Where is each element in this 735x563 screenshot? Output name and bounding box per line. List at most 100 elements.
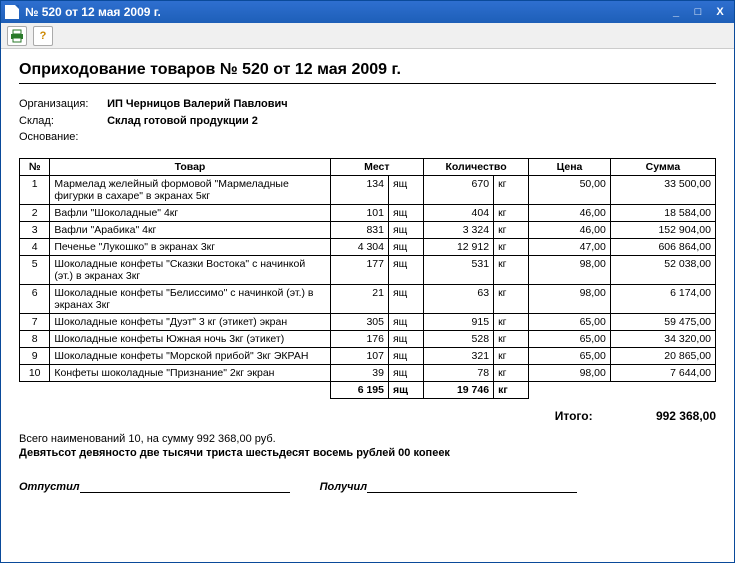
- cell-name: Шоколадные конфеты "Сказки Востока" с на…: [50, 255, 330, 284]
- received-block: Получил: [320, 481, 577, 493]
- col-qty: Количество: [424, 158, 529, 175]
- cell-qty: 915: [424, 313, 494, 330]
- cell-qty: 528: [424, 330, 494, 347]
- table-row: 4Печенье "Лукошко" в экранах 3кг4 304ящ1…: [20, 238, 716, 255]
- cell-price: 65,00: [529, 347, 611, 364]
- cell-places-unit: ящ: [388, 364, 423, 381]
- cell-places: 21: [330, 284, 388, 313]
- document-heading: Оприходование товаров № 520 от 12 мая 20…: [19, 61, 716, 84]
- minimize-button[interactable]: _: [666, 4, 686, 20]
- cell-qty-unit: кг: [494, 364, 529, 381]
- cell-qty: 404: [424, 204, 494, 221]
- total-places-unit: ящ: [388, 381, 423, 398]
- cell-places-unit: ящ: [388, 175, 423, 204]
- col-price: Цена: [529, 158, 611, 175]
- cell-places: 305: [330, 313, 388, 330]
- cell-name: Вафли "Арабика" 4кг: [50, 221, 330, 238]
- window-buttons: _ □ X: [666, 4, 730, 20]
- titlebar: № 520 от 12 мая 2009 г. _ □ X: [1, 1, 734, 23]
- cell-places: 39: [330, 364, 388, 381]
- cell-places-unit: ящ: [388, 313, 423, 330]
- signatures: Отпустил Получил: [19, 481, 716, 493]
- table-row: 2Вафли "Шоколадные" 4кг101ящ404кг46,0018…: [20, 204, 716, 221]
- cell-places: 177: [330, 255, 388, 284]
- cell-sum: 33 500,00: [610, 175, 715, 204]
- cell-places: 134: [330, 175, 388, 204]
- itogo-value: 992 368,00: [656, 409, 716, 423]
- col-name: Товар: [50, 158, 330, 175]
- cell-sum: 606 864,00: [610, 238, 715, 255]
- cell-qty-unit: кг: [494, 347, 529, 364]
- cell-no: 7: [20, 313, 50, 330]
- document-meta: Организация: ИП Черницов Валерий Павлови…: [19, 96, 716, 146]
- items-count-line: Всего наименований 10, на сумму 992 368,…: [19, 433, 716, 445]
- table-row: 3Вафли "Арабика" 4кг831ящ3 324кг46,00152…: [20, 221, 716, 238]
- received-label: Получил: [320, 481, 367, 493]
- cell-no: 8: [20, 330, 50, 347]
- cell-places-unit: ящ: [388, 204, 423, 221]
- cell-name: Шоколадные конфеты "Белиссимо" с начинко…: [50, 284, 330, 313]
- cell-name: Шоколадные конфеты "Морской прибой" 3кг …: [50, 347, 330, 364]
- cell-no: 2: [20, 204, 50, 221]
- cell-sum: 6 174,00: [610, 284, 715, 313]
- cell-no: 5: [20, 255, 50, 284]
- amount-in-words: Девятьсот девяносто две тысячи триста ше…: [19, 447, 716, 459]
- cell-price: 98,00: [529, 284, 611, 313]
- cell-places: 101: [330, 204, 388, 221]
- released-sign-line: [80, 492, 290, 493]
- help-icon: ?: [40, 30, 47, 42]
- cell-price: 65,00: [529, 330, 611, 347]
- print-button[interactable]: [7, 26, 27, 46]
- table-row: 7Шоколадные конфеты "Дуэт" 3 кг (этикет)…: [20, 313, 716, 330]
- toolbar: ?: [1, 23, 734, 49]
- cell-places: 831: [330, 221, 388, 238]
- close-button[interactable]: X: [710, 4, 730, 20]
- cell-qty: 78: [424, 364, 494, 381]
- cell-places-unit: ящ: [388, 221, 423, 238]
- cell-qty: 321: [424, 347, 494, 364]
- table-row: 8Шоколадные конфеты Южная ночь 3кг (этик…: [20, 330, 716, 347]
- released-label: Отпустил: [19, 481, 80, 493]
- cell-price: 65,00: [529, 313, 611, 330]
- cell-places: 4 304: [330, 238, 388, 255]
- meta-warehouse: Склад: Склад готовой продукции 2: [19, 113, 716, 130]
- cell-qty: 531: [424, 255, 494, 284]
- help-button[interactable]: ?: [33, 26, 53, 46]
- cell-places: 176: [330, 330, 388, 347]
- basis-label: Основание:: [19, 129, 104, 146]
- table-row: 5Шоколадные конфеты "Сказки Востока" с н…: [20, 255, 716, 284]
- cell-qty: 3 324: [424, 221, 494, 238]
- cell-places-unit: ящ: [388, 255, 423, 284]
- total-places: 6 195: [330, 381, 388, 398]
- org-label: Организация:: [19, 96, 104, 113]
- cell-sum: 152 904,00: [610, 221, 715, 238]
- col-places: Мест: [330, 158, 423, 175]
- cell-qty: 670: [424, 175, 494, 204]
- total-qty: 19 746: [424, 381, 494, 398]
- cell-places-unit: ящ: [388, 347, 423, 364]
- cell-qty-unit: кг: [494, 255, 529, 284]
- cell-sum: 20 865,00: [610, 347, 715, 364]
- table-row: 6Шоколадные конфеты "Белиссимо" с начинк…: [20, 284, 716, 313]
- org-value: ИП Черницов Валерий Павлович: [107, 98, 288, 110]
- cell-price: 47,00: [529, 238, 611, 255]
- meta-organization: Организация: ИП Черницов Валерий Павлови…: [19, 96, 716, 113]
- cell-no: 4: [20, 238, 50, 255]
- cell-qty-unit: кг: [494, 221, 529, 238]
- cell-name: Вафли "Шоколадные" 4кг: [50, 204, 330, 221]
- itogo-label: Итого:: [555, 409, 593, 423]
- table-row: 1Мармелад желейный формовой "Мармеладные…: [20, 175, 716, 204]
- cell-places: 107: [330, 347, 388, 364]
- maximize-button[interactable]: □: [688, 4, 708, 20]
- document-content: Оприходование товаров № 520 от 12 мая 20…: [1, 49, 734, 562]
- items-table: № Товар Мест Количество Цена Сумма 1Марм…: [19, 158, 716, 399]
- cell-name: Шоколадные конфеты Южная ночь 3кг (этике…: [50, 330, 330, 347]
- cell-places-unit: ящ: [388, 238, 423, 255]
- cell-name: Мармелад желейный формовой "Мармеладные …: [50, 175, 330, 204]
- cell-sum: 18 584,00: [610, 204, 715, 221]
- cell-sum: 52 038,00: [610, 255, 715, 284]
- cell-places-unit: ящ: [388, 330, 423, 347]
- document-icon: [5, 5, 19, 19]
- cell-qty-unit: кг: [494, 238, 529, 255]
- meta-basis: Основание:: [19, 129, 716, 146]
